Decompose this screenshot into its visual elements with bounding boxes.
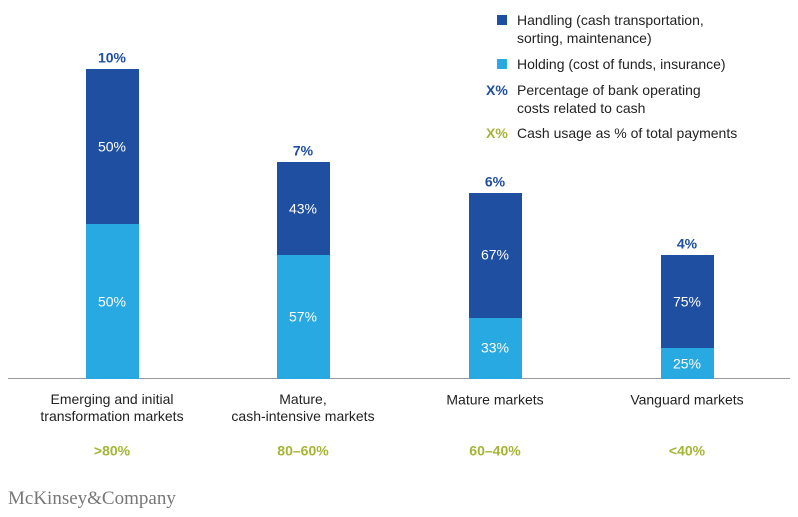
cash-usage-label: <40% xyxy=(668,442,706,459)
source: McKinsey&Company xyxy=(8,488,176,509)
cash-usage-label: >80% xyxy=(93,442,131,459)
total-label: 4% xyxy=(676,235,698,252)
segment-label: 33% xyxy=(480,339,510,356)
baseline xyxy=(8,378,790,379)
bar-segment xyxy=(660,348,714,379)
total-label: 7% xyxy=(292,142,314,159)
bar-segment xyxy=(660,255,714,348)
cash-usage-label: 80–60% xyxy=(277,442,329,459)
legend-swatch xyxy=(497,59,507,69)
legend-text: Holding (cost of funds, insurance) xyxy=(517,56,726,72)
legend-swatch xyxy=(497,15,507,25)
segment-label: 75% xyxy=(672,293,702,309)
total-label: 10% xyxy=(97,49,127,66)
legend-text: Cash usage as % of total payments xyxy=(517,125,738,141)
legend-text: Percentage of bank operating costs relat… xyxy=(517,82,701,116)
segment-label: 25% xyxy=(672,355,702,371)
bar-segment xyxy=(468,317,522,379)
category-label: Emerging and initial transformation mark… xyxy=(40,391,184,424)
segment-label: 67% xyxy=(480,246,510,263)
bar-segment xyxy=(85,69,139,224)
category-label: Mature, cash-intensive markets xyxy=(231,391,375,424)
category-label: Vanguard markets xyxy=(630,391,744,408)
cash-usage-label: 60–40% xyxy=(469,442,521,459)
segment-label: 43% xyxy=(288,200,318,217)
total-label: 6% xyxy=(484,173,506,190)
segment-label: 50% xyxy=(97,138,127,154)
segment-label: 50% xyxy=(97,293,127,309)
bar-segment xyxy=(468,193,522,318)
category-label: Mature markets xyxy=(446,391,544,408)
legend-text: Handling (cash transportation, sorting, … xyxy=(517,12,704,46)
legend-symbol: X% xyxy=(486,125,508,141)
bar-segment xyxy=(85,224,139,379)
bar-segment xyxy=(276,162,330,256)
segment-label: 57% xyxy=(288,308,318,325)
legend-symbol: X% xyxy=(486,82,508,98)
bar-segment xyxy=(276,255,330,379)
